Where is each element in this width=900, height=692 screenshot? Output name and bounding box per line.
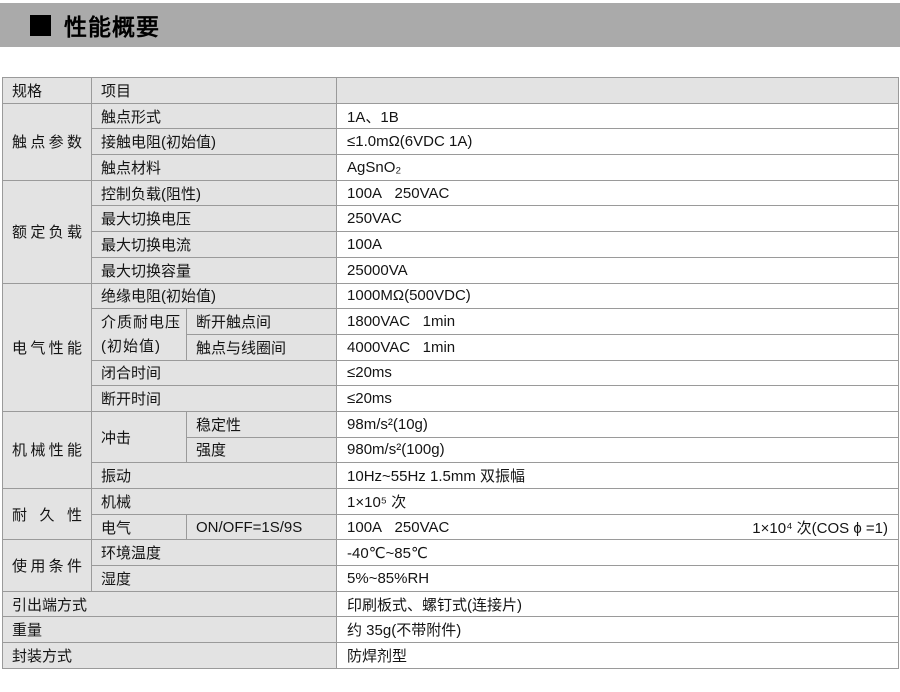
item-label: 触点材料 bbox=[90, 154, 338, 181]
item-label-shock: 冲击 bbox=[91, 410, 187, 464]
sub-item-label: ON/OFF=1S/9S bbox=[185, 513, 338, 541]
item-value: 防焊剂型 bbox=[336, 642, 900, 669]
table-row: 断开时间 ≤20ms bbox=[3, 385, 900, 412]
item-value: 25000VA bbox=[336, 256, 900, 284]
item-label: 振动 bbox=[90, 462, 338, 489]
section-label-mechanical: 机械性能 bbox=[2, 410, 92, 490]
table-row: 电气 ON/OFF=1S/9S 100A 250VAC 1×10⁴ 次(COS … bbox=[3, 513, 900, 541]
item-value: 1×10⁵ 次 bbox=[336, 488, 900, 515]
item-value: 1000MΩ(500VDC) bbox=[336, 282, 900, 310]
item-label: 机械 bbox=[90, 488, 338, 515]
item-label: 环境温度 bbox=[90, 539, 338, 567]
item-label-line2: (初始值) bbox=[101, 338, 161, 356]
table-row: 额定负载 控制负载(阻性) 100A 250VAC bbox=[2, 179, 900, 284]
header-item: 项目 bbox=[90, 77, 338, 104]
item-value: 98m/s²(10g) bbox=[336, 410, 900, 438]
table-row: 闭合时间 ≤20ms bbox=[3, 359, 900, 387]
table-header-row: 规格 项目 bbox=[2, 77, 900, 104]
table-row: 湿度 5%~85%RH bbox=[3, 565, 900, 592]
table-row: 使用条件 环境温度 -40℃~85℃ bbox=[2, 539, 900, 592]
item-value: 250VAC bbox=[336, 205, 900, 233]
table-row: 介质耐电压 (初始值) 断开触点间 1800VAC 1min bbox=[3, 308, 900, 361]
section-label-durability: 耐久性 bbox=[2, 487, 92, 541]
table-row: 触点参数 触点形式 1A、1B bbox=[2, 102, 900, 181]
item-label: 断开时间 bbox=[90, 385, 338, 412]
item-value: 5%~85%RH bbox=[336, 565, 900, 592]
item-value: 1800VAC 1min bbox=[336, 308, 900, 335]
table-row: 引出端方式 印刷板式、螺钉式(连接片) bbox=[1, 590, 900, 618]
item-value: 10Hz~55Hz 1.5mm 双振幅 bbox=[336, 462, 900, 489]
black-square-icon bbox=[30, 14, 51, 36]
item-value: 1A、1B bbox=[336, 102, 900, 130]
item-value: 980m/s²(100g) bbox=[336, 436, 900, 464]
section-label-contact-params: 触点参数 bbox=[2, 102, 92, 181]
table-row: 耐久性 机械 1×10⁵ 次 bbox=[2, 487, 900, 541]
item-label: 闭合时间 bbox=[90, 359, 338, 387]
table-row: 接触电阻(初始值) ≤1.0mΩ(6VDC 1A) bbox=[3, 128, 900, 156]
item-value: ≤20ms bbox=[336, 385, 900, 412]
item-value: 4000VAC 1min bbox=[336, 333, 900, 361]
table-row: 最大切换容量 25000VA bbox=[3, 256, 900, 284]
table-row: 触点与线圈间 4000VAC 1min bbox=[3, 333, 900, 361]
table-row: 封装方式 防焊剂型 bbox=[1, 642, 900, 669]
item-value-right: 1×10⁴ 次(COS ϕ =1) bbox=[752, 519, 889, 537]
section-label-operating-conditions: 使用条件 bbox=[2, 539, 92, 592]
header-spec: 规格 bbox=[2, 77, 92, 104]
item-label-dielectric-strength: 介质耐电压 (初始值) bbox=[91, 308, 187, 361]
table-row: 触点材料 AgSnO₂ bbox=[3, 154, 900, 181]
item-label: 绝缘电阻(初始值) bbox=[90, 282, 338, 310]
item-label: 控制负载(阻性) bbox=[90, 179, 338, 207]
item-value: ≤20ms bbox=[336, 359, 900, 387]
sub-item-label: 断开触点间 bbox=[185, 308, 338, 335]
section-label-electrical: 电气性能 bbox=[2, 282, 92, 412]
item-label: 电气 bbox=[91, 513, 187, 541]
table-row: 强度 980m/s²(100g) bbox=[3, 436, 900, 464]
table-row: 最大切换电压 250VAC bbox=[3, 205, 900, 233]
sub-item-label: 强度 bbox=[185, 436, 338, 464]
item-value: 100A bbox=[336, 231, 900, 258]
table-row: 重量 约 35g(不带附件) bbox=[1, 616, 900, 644]
header-value-empty bbox=[336, 77, 900, 104]
footer-label-terminal-type: 引出端方式 bbox=[1, 590, 338, 618]
item-value: 100A 250VAC bbox=[336, 179, 900, 207]
item-label: 最大切换电流 bbox=[90, 231, 338, 258]
item-value: AgSnO₂ bbox=[336, 154, 900, 181]
item-label: 接触电阻(初始值) bbox=[90, 128, 338, 156]
item-label: 最大切换容量 bbox=[90, 256, 338, 284]
section-title-bar: 性能概要 bbox=[0, 3, 900, 47]
performance-spec-table: 规格 项目 触点参数 触点形式 1A、1B 接触电阻(初始值) ≤1.0mΩ(6… bbox=[1, 77, 900, 669]
section-label-rated-load: 额定负载 bbox=[2, 179, 92, 284]
item-label: 最大切换电压 bbox=[90, 205, 338, 233]
item-value: 约 35g(不带附件) bbox=[336, 616, 900, 644]
item-value: -40℃~85℃ bbox=[336, 539, 900, 567]
item-label-line1: 介质耐电压 bbox=[101, 314, 182, 332]
item-label: 湿度 bbox=[90, 565, 338, 592]
item-value-left: 100A 250VAC bbox=[347, 518, 450, 536]
item-value: 印刷板式、螺钉式(连接片) bbox=[336, 590, 900, 618]
item-value-electrical-endurance: 100A 250VAC 1×10⁴ 次(COS ϕ =1) bbox=[336, 513, 900, 541]
table-row: 电气性能 绝缘电阻(初始值) 1000MΩ(500VDC) bbox=[2, 282, 900, 412]
table-row: 最大切换电流 100A bbox=[3, 231, 900, 258]
item-label: 触点形式 bbox=[90, 102, 338, 130]
sub-item-label: 触点与线圈间 bbox=[185, 333, 338, 361]
sub-item-label: 稳定性 bbox=[185, 410, 338, 438]
footer-label-enclosure: 封装方式 bbox=[1, 642, 338, 669]
footer-label-weight: 重量 bbox=[1, 616, 338, 644]
page-title: 性能概要 bbox=[64, 14, 160, 40]
table-row: 机械性能 冲击 稳定性 98m/s²(10g) bbox=[2, 410, 900, 490]
item-value: ≤1.0mΩ(6VDC 1A) bbox=[336, 128, 900, 156]
table-row: 振动 10Hz~55Hz 1.5mm 双振幅 bbox=[3, 462, 900, 489]
